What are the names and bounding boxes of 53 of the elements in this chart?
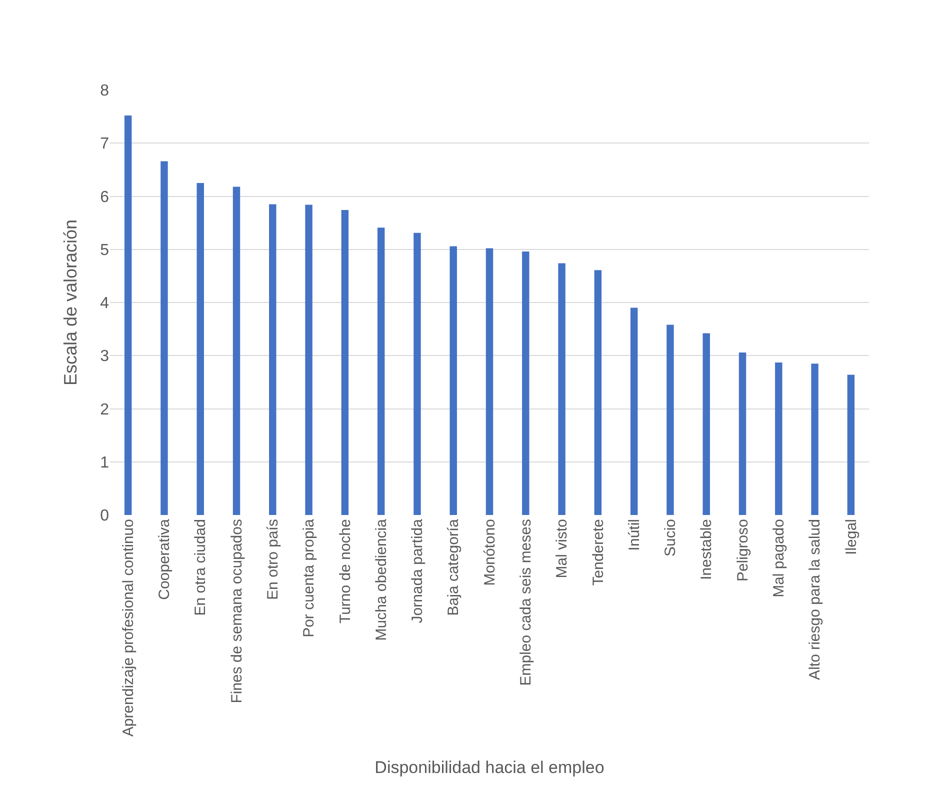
y-tick-label: 8 (100, 82, 110, 100)
bar (847, 374, 855, 515)
x-tick-label: Cooperativa (156, 518, 174, 600)
bar (377, 228, 385, 515)
x-tick-label: Aprendizaje profesional continuo (120, 519, 137, 737)
x-tick-label: En otro país (264, 519, 282, 600)
x-tick-label: Peligroso (734, 519, 752, 582)
x-tick-label: Ilegal (842, 519, 860, 555)
bar (775, 362, 782, 515)
x-tick-label: Mucha obediencia (372, 518, 390, 641)
x-tick-label: Mal pagado (770, 519, 788, 598)
y-tick-label: 2 (100, 401, 110, 418)
bar (232, 186, 240, 515)
bar (269, 204, 276, 515)
bar (414, 232, 421, 515)
x-tick-label: Jornada partida (409, 518, 426, 624)
x-tick-label: Tenderete (590, 519, 607, 586)
x-tick-label: Empleo cada seis meses (518, 519, 535, 686)
bar (450, 246, 457, 515)
bar (341, 210, 349, 515)
bar (196, 182, 204, 515)
bar (486, 248, 494, 515)
bar (702, 333, 710, 515)
y-tick-label: 3 (100, 348, 110, 366)
bar (738, 352, 746, 515)
x-tick-label: Fines de semana ocupados (228, 519, 246, 704)
x-tick-label: Mal visto (554, 519, 571, 578)
bar (305, 204, 312, 515)
x-tick-label: Inestable (698, 519, 716, 580)
y-tick-label: 6 (100, 188, 110, 206)
y-tick-label: 7 (100, 136, 110, 153)
x-tick-label: Alto riesgo para la salud (806, 519, 824, 680)
x-axis-title: Disponibilidad hacia el empleo (374, 758, 604, 778)
x-tick-label: Inútil (626, 519, 643, 551)
x-tick-label: Por cuenta propia (300, 518, 318, 638)
y-tick-label: 1 (100, 454, 110, 472)
bar (811, 364, 818, 515)
bar (594, 270, 602, 515)
bar (666, 324, 674, 515)
bar (522, 252, 530, 515)
bar (160, 161, 168, 515)
x-tick-label: Monótono (481, 519, 498, 586)
bar (630, 308, 638, 515)
x-tick-label: Baja categoría (445, 518, 462, 616)
x-tick-label: Sucio (662, 519, 680, 557)
bar (558, 263, 566, 515)
y-axis-title: Escala de valoración (60, 219, 80, 386)
y-tick-label: 4 (100, 295, 110, 312)
bar (124, 116, 132, 515)
x-tick-label: Turno de noche (336, 519, 354, 624)
x-tick-label: En otra ciudad (192, 519, 210, 616)
y-tick-label: 0 (100, 508, 110, 525)
y-tick-label: 5 (100, 242, 110, 259)
